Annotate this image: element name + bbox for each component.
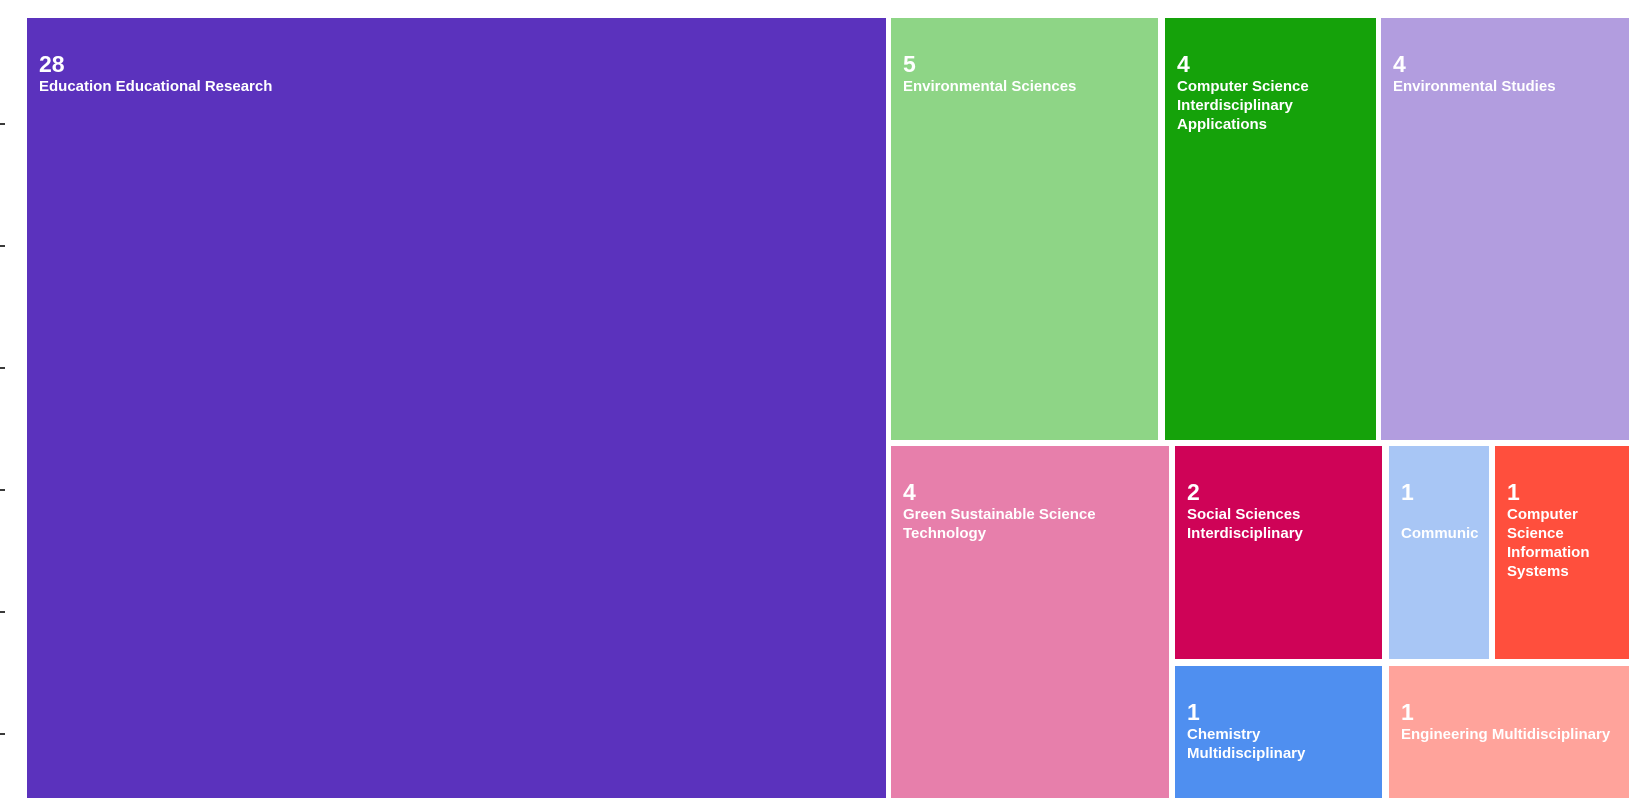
treemap-tile[interactable]: 1 Engineering Multidisciplinary <box>1389 666 1629 798</box>
tile-value: 1 <box>1507 479 1520 505</box>
tile-value: 28 <box>39 51 65 77</box>
tile-label: Communic <box>1401 525 1479 542</box>
tile-label: Computer Science Information Systems <box>1507 506 1590 580</box>
treemap-tile[interactable]: 2 Social Sciences Interdisciplinary <box>1175 446 1382 659</box>
tile-label: Environmental Sciences <box>903 78 1077 95</box>
treemap-tile[interactable]: 28 Education Educational Research <box>27 18 886 798</box>
tile-label: Social Sciences Interdisciplinary <box>1187 506 1303 542</box>
tile-value: 4 <box>903 479 916 505</box>
treemap-tile[interactable]: 5 Environmental Sciences <box>891 18 1158 440</box>
axis-tick <box>0 123 5 125</box>
tile-value: 5 <box>903 51 916 77</box>
tile-label: Education Educational Research <box>39 78 273 95</box>
tile-value: 1 <box>1401 699 1414 725</box>
tile-value: 1 <box>1187 699 1200 725</box>
treemap-tile[interactable]: 4 Computer Science Interdisciplinary Appl… <box>1165 18 1376 440</box>
tile-value: 4 <box>1177 51 1190 77</box>
tile-label: Chemistry Multidisciplinary <box>1187 726 1306 762</box>
axis-tick <box>0 367 5 369</box>
axis-tick <box>0 489 5 491</box>
axis-tick <box>0 611 5 613</box>
axis-tick <box>0 733 5 735</box>
tile-label: Environmental Studies <box>1393 78 1556 95</box>
tile-label: Computer Science Interdisciplinary Appli… <box>1177 78 1309 133</box>
treemap-tile[interactable]: 1 Chemistry Multidisciplinary <box>1175 666 1382 798</box>
treemap-tile[interactable]: 4 Green Sustainable Science Technology <box>891 446 1169 798</box>
axis-tick <box>0 245 5 247</box>
tile-label: Engineering Multidisciplinary <box>1401 726 1611 743</box>
treemap-tile[interactable]: 4 Environmental Studies <box>1381 18 1629 440</box>
tile-value: 1 <box>1401 479 1414 505</box>
tile-value: 4 <box>1393 51 1406 77</box>
tile-label: Green Sustainable Science Technology <box>903 506 1096 542</box>
tile-value: 2 <box>1187 479 1200 505</box>
treemap-tile[interactable]: 1 Communic <box>1389 446 1489 659</box>
treemap-tile[interactable]: 1 Computer Science Information Systems <box>1495 446 1629 659</box>
